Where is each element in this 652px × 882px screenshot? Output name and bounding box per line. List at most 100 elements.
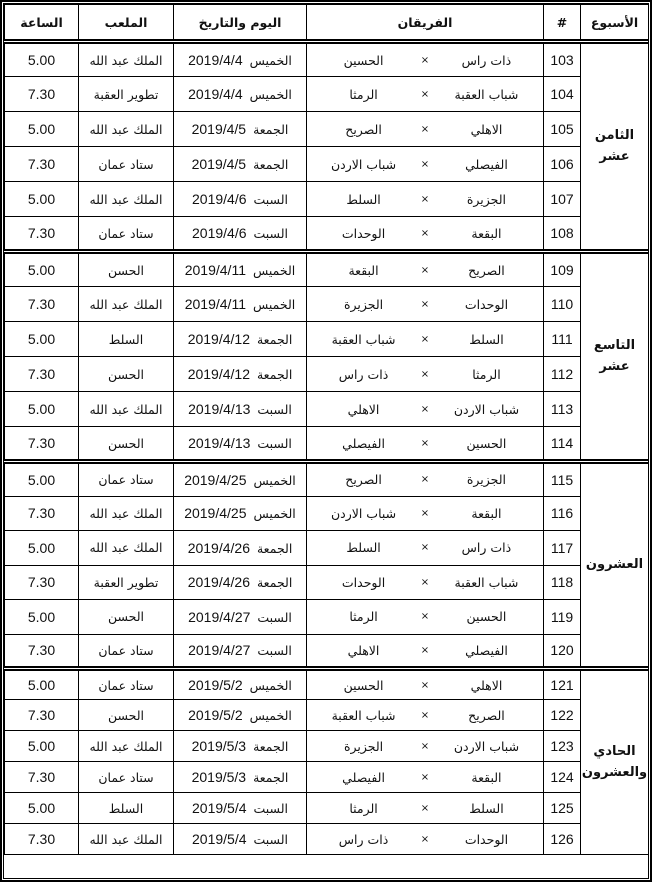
date-cell: الخميس 2019/5/2 bbox=[173, 699, 307, 731]
teams-pair: الاهلي × الصريح bbox=[307, 122, 543, 137]
teams-pair: السلط × الرمثا bbox=[307, 801, 543, 816]
date-cell: الجمعة 2019/4/26 bbox=[173, 530, 307, 566]
table-row: 124 البقعة × الفيصلي الجمعة 2019/5/3 ستاد عما… bbox=[4, 761, 649, 793]
match-date: 2019/4/26 bbox=[187, 539, 250, 556]
table-header: الأسبوع # الفريقان اليوم والتاريخ الملعب… bbox=[4, 4, 649, 42]
kickoff-time: 5.00 bbox=[4, 251, 79, 287]
teams-cell: الوحدات × الجزيرة bbox=[306, 286, 544, 322]
teams-cell: الصريح × شباب العقبة bbox=[306, 699, 544, 731]
stadium: السلط bbox=[78, 792, 174, 824]
teams-cell: الاهلي × الحسين bbox=[306, 668, 544, 700]
versus-icon: × bbox=[420, 368, 430, 380]
kickoff-time: 5.00 bbox=[4, 668, 79, 700]
teams-pair: الجزيرة × الصريح bbox=[307, 472, 543, 487]
teams-pair: شباب العقبة × الرمثا bbox=[307, 87, 543, 102]
stadium: الملك عبد الله bbox=[78, 181, 174, 217]
teams-pair: ذات راس × الحسين bbox=[307, 53, 543, 68]
kickoff-time: 5.00 bbox=[4, 321, 79, 357]
stadium: الحسن bbox=[78, 356, 174, 392]
day-name: الجمعة bbox=[256, 367, 293, 382]
teams-cell: الجزيرة × السلط bbox=[306, 181, 544, 217]
home-team: الجزيرة bbox=[466, 191, 507, 207]
kickoff-time: 7.30 bbox=[4, 564, 79, 600]
match-number: 104 bbox=[543, 76, 581, 112]
teams-pair: البقعة × شباب الاردن bbox=[307, 506, 543, 521]
stadium: ستاد عمان bbox=[78, 761, 174, 793]
home-team: الوحدات bbox=[464, 831, 509, 847]
teams-cell: البقعة × الفيصلي bbox=[306, 761, 544, 793]
home-team: شباب العقبة bbox=[454, 574, 519, 590]
header-date: اليوم والتاريخ bbox=[173, 4, 307, 42]
home-team: الحسين bbox=[466, 609, 507, 625]
day-name: الخميس bbox=[252, 263, 296, 278]
kickoff-time: 5.00 bbox=[4, 111, 79, 147]
match-number: 115 bbox=[543, 461, 581, 497]
match-date: 2019/4/11 bbox=[184, 262, 246, 278]
stadium: الملك عبد الله bbox=[78, 111, 174, 147]
versus-icon: × bbox=[420, 123, 430, 135]
versus-icon: × bbox=[420, 264, 430, 276]
table-row: 108 البقعة × الوحدات السبت 2019/4/6 ستاد عمان… bbox=[4, 216, 649, 252]
kickoff-time: 5.00 bbox=[4, 391, 79, 427]
match-number: 116 bbox=[543, 495, 581, 531]
teams-cell: البقعة × الوحدات bbox=[306, 216, 544, 252]
home-team: البقعة bbox=[471, 769, 502, 785]
day-name: الجمعة bbox=[256, 332, 293, 347]
home-team: الوحدات bbox=[464, 296, 509, 312]
match-date: 2019/4/27 bbox=[188, 642, 251, 659]
match-date: 2019/4/6 bbox=[192, 225, 247, 241]
away-team: الصريح bbox=[345, 121, 382, 137]
kickoff-time: 7.30 bbox=[4, 76, 79, 112]
teams-pair: الوحدات × ذات راس bbox=[307, 832, 543, 847]
header-week: الأسبوع bbox=[580, 4, 649, 42]
match-number: 122 bbox=[543, 699, 581, 731]
home-team: الرمثا bbox=[472, 366, 501, 382]
date-cell: الجمعة 2019/4/5 bbox=[173, 146, 307, 182]
teams-cell: الصريح × البقعة bbox=[306, 251, 544, 287]
match-date: 2019/5/2 bbox=[188, 677, 243, 693]
stadium: ستاد عمان bbox=[78, 633, 174, 669]
away-team: الفيصلي bbox=[342, 769, 385, 785]
week-label: التاسع عشر bbox=[580, 251, 649, 462]
versus-icon: × bbox=[420, 679, 430, 691]
versus-icon: × bbox=[420, 54, 430, 66]
versus-icon: × bbox=[420, 644, 430, 656]
date-cell: الخميس 2019/4/4 bbox=[173, 76, 307, 112]
match-number: 121 bbox=[543, 668, 581, 700]
table-row: 107 الجزيرة × السلط السبت 2019/4/6 الملك عبد … bbox=[4, 181, 649, 217]
teams-cell: الاهلي × الصريح bbox=[306, 111, 544, 147]
teams-pair: الرمثا × ذات راس bbox=[307, 367, 543, 382]
match-date: 2019/5/2 bbox=[188, 707, 243, 723]
date-cell: الخميس 2019/4/11 bbox=[173, 286, 307, 322]
versus-icon: × bbox=[420, 158, 430, 170]
versus-icon: × bbox=[420, 576, 430, 588]
home-team: الاهلي bbox=[470, 121, 503, 137]
versus-icon: × bbox=[420, 298, 430, 310]
versus-icon: × bbox=[420, 542, 430, 554]
teams-pair: السلط × شباب العقبة bbox=[307, 332, 543, 347]
versus-icon: × bbox=[420, 193, 430, 205]
table-row: 111 السلط × شباب العقبة الجمعة 2019/4/12 السل… bbox=[4, 321, 649, 357]
home-team: الصريح bbox=[468, 262, 505, 278]
home-team: الحسين bbox=[466, 435, 507, 451]
table-row: الحادي والعشرون 121 الاهلي × الحسين الخميس 20… bbox=[4, 668, 649, 855]
table-row: 116 البقعة × شباب الاردن الخميس 2019/4/25 الم… bbox=[4, 495, 649, 531]
stadium: ستاد عمان bbox=[78, 461, 174, 497]
home-team: شباب الاردن bbox=[453, 401, 520, 417]
home-team: البقعة bbox=[471, 505, 502, 521]
teams-cell: الفيصلي × الاهلي bbox=[306, 633, 544, 669]
stadium: السلط bbox=[78, 321, 174, 357]
match-number: 106 bbox=[543, 146, 581, 182]
stadium: الحسن bbox=[78, 426, 174, 462]
date-cell: الخميس 2019/4/11 bbox=[173, 251, 307, 287]
teams-cell: شباب العقبة × الرمثا bbox=[306, 76, 544, 112]
versus-icon: × bbox=[420, 833, 430, 845]
home-team: الفيصلي bbox=[465, 156, 508, 172]
match-number: 108 bbox=[543, 216, 581, 252]
away-team: الحسين bbox=[343, 677, 384, 693]
day-name: السبت bbox=[253, 226, 288, 241]
teams-pair: الحسين × الفيصلي bbox=[307, 436, 543, 451]
teams-cell: الفيصلي × شباب الاردن bbox=[306, 146, 544, 182]
header-teams: الفريقان bbox=[306, 4, 544, 42]
